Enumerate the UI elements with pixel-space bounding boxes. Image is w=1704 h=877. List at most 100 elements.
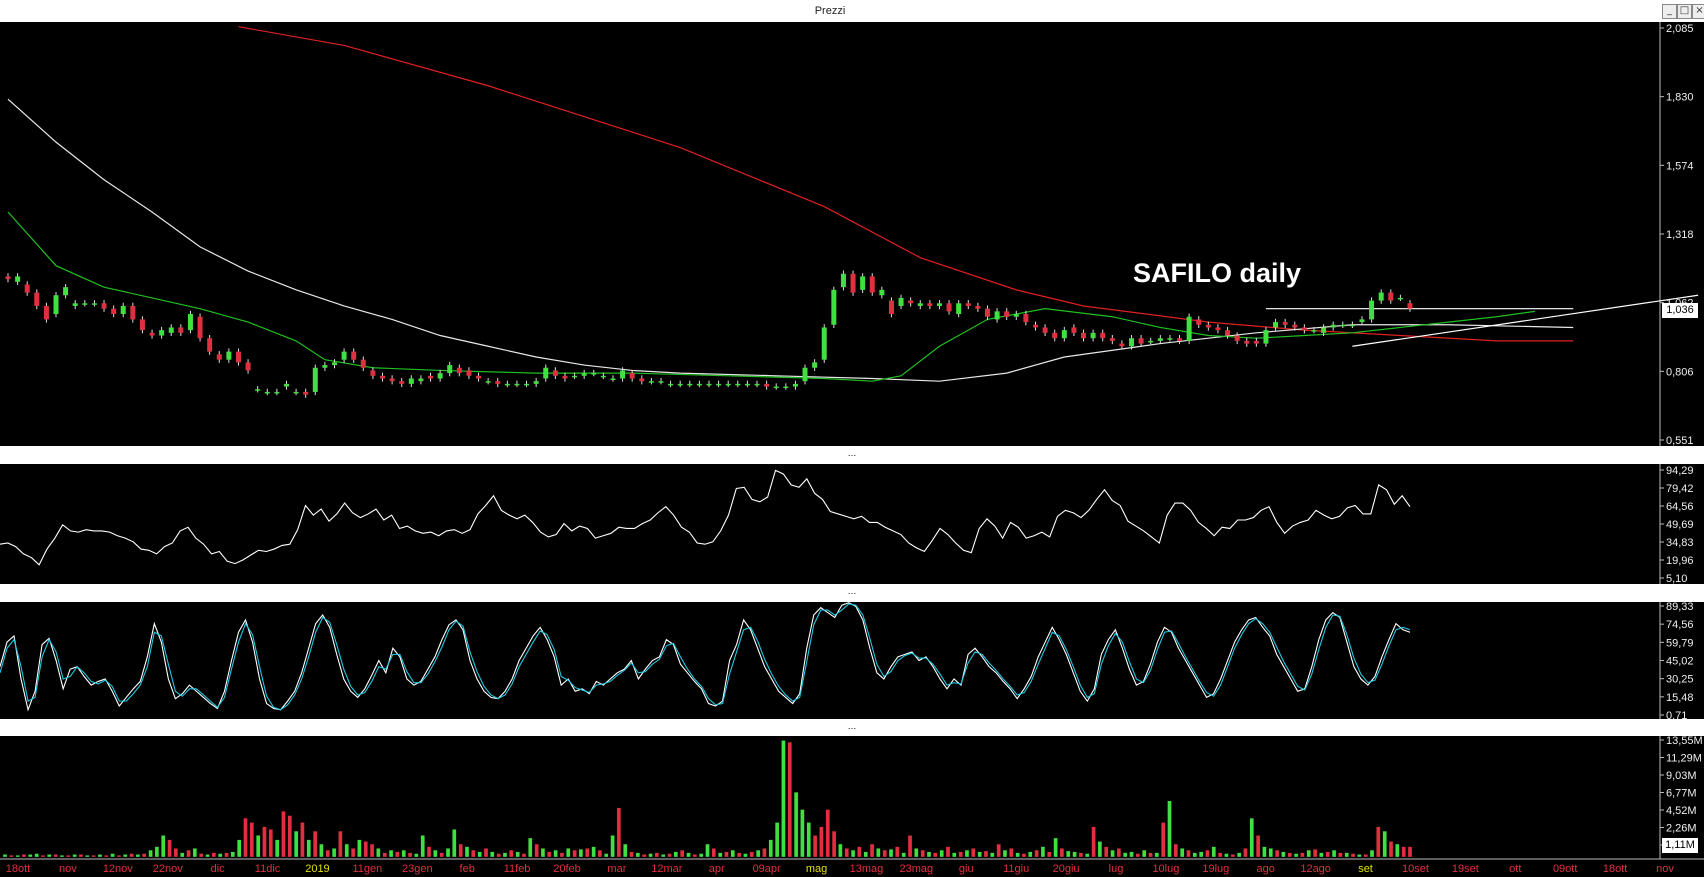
x-tick-label: 18ott (6, 863, 30, 875)
volume-bar (566, 848, 571, 858)
volume-bar (1034, 849, 1039, 858)
volume-bar (205, 854, 210, 858)
volume-bar (502, 852, 508, 858)
volume-bar (1325, 851, 1330, 858)
volume-bar (831, 830, 837, 858)
volume-bar (1053, 837, 1058, 858)
volume-bar (1217, 852, 1223, 858)
maximize-icon[interactable]: □ (1677, 4, 1692, 19)
stochastic-tick-label: 74,56 (1666, 619, 1694, 631)
volume-bar (1274, 849, 1280, 858)
panel-divider-2[interactable]: … (0, 584, 1704, 602)
x-tick-label: giu (959, 863, 974, 875)
candle-body (389, 378, 395, 382)
candle-body (1129, 338, 1135, 347)
volume-bar (1281, 851, 1286, 858)
volume-bar (585, 848, 590, 858)
volume-bar (699, 853, 704, 858)
candle-body (274, 391, 280, 394)
volume-bar (161, 835, 166, 858)
candle-body (1340, 324, 1346, 327)
volume-bar (287, 815, 292, 858)
ma_red-line (238, 26, 1574, 342)
volume-bar (218, 853, 223, 858)
volume-bar (838, 843, 843, 858)
panel-divider-1[interactable]: … (0, 446, 1704, 464)
candle-body (600, 375, 606, 378)
volume-bar (433, 849, 438, 858)
volume-bar (407, 852, 413, 858)
volume-bar (1407, 846, 1413, 858)
volume-bar (1243, 848, 1248, 858)
candle-body (591, 373, 597, 375)
volume-bar (186, 849, 191, 858)
candle-body (764, 383, 770, 387)
x-tick-label: 10lug (1152, 863, 1179, 875)
candle-body (533, 381, 539, 384)
candle-body (1378, 292, 1384, 301)
volume-bar (1078, 852, 1084, 858)
volume-bar (1091, 826, 1096, 858)
candle-body (687, 383, 693, 386)
candle-body (725, 383, 731, 386)
volume-bar (256, 835, 261, 858)
candle-body (658, 381, 664, 383)
volume-bar (376, 848, 381, 858)
volume-bar (610, 835, 615, 858)
ma_green-line (7, 211, 1535, 382)
oscillator-1-tick-label: 79,42 (1666, 483, 1694, 495)
volume-bar (996, 843, 1001, 858)
volume-bar (1104, 846, 1109, 858)
stochastic-tick-label: 89,33 (1666, 601, 1694, 613)
x-tick-label: 22nov (153, 863, 183, 875)
candle-body (312, 367, 318, 392)
x-tick-label: 13mag (850, 863, 884, 875)
volume-bar (977, 851, 982, 858)
x-tick-label: 09apr (753, 863, 781, 875)
volume-bar (869, 843, 875, 858)
candle-body (1282, 322, 1288, 325)
volume-bar (597, 849, 603, 858)
candle-body (1109, 338, 1115, 341)
volume-bar (1085, 853, 1090, 858)
candle-body (495, 381, 501, 384)
x-tick-label: mag (806, 863, 827, 875)
volume-bar (1395, 843, 1400, 858)
volume-bar (673, 851, 679, 858)
volume-bar (559, 852, 565, 858)
candle-body (1321, 327, 1327, 333)
volume-bar (458, 843, 463, 858)
candle-body (994, 311, 1000, 320)
volume-bar (1262, 846, 1267, 858)
candle-body (956, 303, 962, 315)
candle-body (1042, 327, 1048, 333)
volume-bar (914, 848, 919, 858)
minimize-icon[interactable]: _ (1662, 4, 1677, 19)
candle-body (178, 327, 184, 333)
volume-bar (1300, 852, 1305, 858)
volume-bar (116, 855, 122, 858)
volume-bar (135, 854, 141, 858)
panel-divider-3[interactable]: … (0, 719, 1704, 736)
volume-bar (395, 851, 400, 858)
volume-bar (249, 822, 254, 858)
candle-body (1052, 332, 1058, 339)
candle-body (888, 300, 894, 315)
x-tick-label: 20feb (553, 863, 581, 875)
volume-bar (958, 851, 963, 858)
volume-bar (1306, 849, 1311, 858)
candle-body (1090, 332, 1096, 339)
stochastic-tick-label: 30,25 (1666, 674, 1694, 686)
x-tick-label: 19set (1452, 863, 1479, 875)
candle-body (1032, 324, 1038, 328)
x-tick-label: nov (1656, 863, 1674, 875)
volume-bar (1382, 830, 1387, 858)
volume-bar (464, 846, 470, 858)
volume-bar (1331, 849, 1337, 858)
volume-bar (825, 809, 830, 858)
candle-body (456, 367, 462, 374)
oscillator-1-tick-label: 34,83 (1666, 537, 1694, 549)
candle-body (43, 305, 49, 320)
close-icon[interactable]: × (1692, 4, 1704, 19)
